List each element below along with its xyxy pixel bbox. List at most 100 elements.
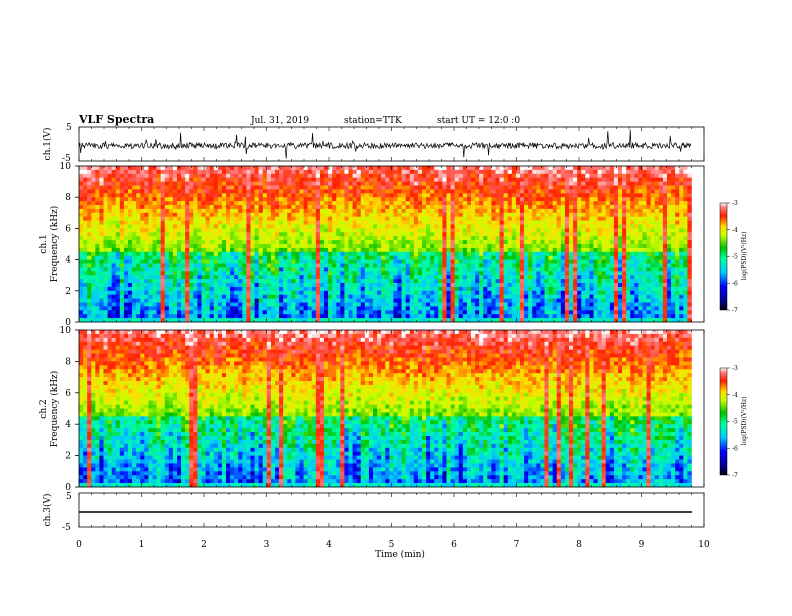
spectrogram-cell [258, 255, 264, 260]
spectrogram-cell [156, 173, 161, 178]
spectrogram-cell [364, 302, 370, 307]
spectrogram-cell [205, 255, 210, 260]
spectrogram-cell [156, 263, 161, 268]
spectrogram-cell [254, 314, 259, 319]
spectrogram-cell [193, 197, 198, 202]
spectrogram-cell [373, 228, 378, 233]
spectrogram-cell [417, 294, 423, 299]
spectrogram-cell [283, 166, 288, 171]
spectrogram-cell [507, 306, 513, 311]
spectrogram-cell [548, 275, 553, 280]
spectrogram-cell [197, 212, 202, 217]
spectrogram-cell [79, 169, 84, 175]
spectrogram-cell [119, 294, 125, 299]
spectrogram-cell [103, 193, 108, 198]
spectrogram-cell [585, 166, 590, 171]
spectrogram-cell [107, 212, 112, 217]
spectrogram-cell [466, 310, 472, 315]
spectrogram-cell [348, 275, 353, 280]
spectrogram-cell [340, 259, 345, 264]
spectrogram-cell [230, 197, 235, 202]
spectrogram-cell [491, 263, 496, 268]
spectrogram-cell [409, 298, 415, 303]
spectrogram-cell [254, 166, 259, 171]
spectrogram-cell [344, 236, 349, 241]
spectrogram-cell [103, 302, 108, 307]
spectrogram-cell [434, 166, 439, 171]
spectrogram-cell [128, 185, 133, 190]
spectrogram-cell [266, 271, 272, 276]
spectrogram-cell [185, 255, 190, 260]
spectrogram-cell [258, 298, 264, 303]
spectrogram-cell [303, 193, 308, 198]
spectrogram-cell [393, 189, 398, 194]
spectrogram-cell [520, 185, 525, 190]
spectrogram-cell [438, 177, 443, 182]
spectrogram-cell [511, 286, 517, 292]
spectrogram-cell [540, 306, 545, 311]
spectrogram-cell [295, 240, 300, 245]
spectrogram-cell [307, 232, 313, 237]
spectrogram-cell [197, 279, 202, 284]
spectrogram-cell [254, 224, 259, 229]
spectrogram-cell [548, 201, 553, 206]
spectrogram-cell [275, 302, 280, 307]
spectrogram-cell [99, 298, 104, 303]
spectrogram-cell [156, 255, 161, 260]
spectrogram-cell [475, 205, 480, 210]
spectrogram-cell [430, 251, 435, 256]
spectrogram-cell [385, 244, 390, 249]
spectrogram-cell [91, 286, 96, 292]
spectrogram-cell [409, 177, 415, 182]
spectrogram-cell [283, 173, 288, 178]
spectrogram-cell [487, 267, 492, 272]
spectrogram-cell [385, 220, 390, 225]
spectrogram-cell [270, 173, 276, 178]
spectrogram-cell [205, 205, 210, 210]
spectrogram-cell [128, 279, 133, 284]
spectrogram-cell [385, 298, 390, 303]
spectrogram-cell [262, 169, 268, 175]
spectrogram-cell [95, 240, 100, 245]
spectrogram-cell [536, 244, 541, 249]
spectrogram-cell [328, 259, 333, 264]
spectrogram-cell [287, 263, 292, 268]
spectrogram-cell [307, 193, 313, 198]
spectrogram-cell [495, 267, 500, 272]
spectrogram-cell [136, 177, 141, 182]
spectrogram-cell [368, 290, 374, 295]
spectrogram-cell [413, 224, 419, 229]
spectrogram-cell [303, 263, 308, 268]
spectrogram-cell [405, 259, 411, 264]
spectrogram-cell [328, 294, 333, 299]
spectrogram-cell [564, 283, 570, 288]
spectrogram-cell [234, 212, 239, 217]
spectrogram-cell [103, 294, 108, 299]
spectrogram-cell [381, 236, 386, 241]
spectrogram-cell [189, 181, 194, 186]
spectrogram-cell [446, 201, 451, 206]
spectrogram-cell [360, 205, 366, 210]
spectrogram-cell [373, 185, 378, 190]
spectrogram-cell [205, 279, 210, 284]
spectrogram-cell [458, 283, 464, 288]
spectrogram-cell [115, 271, 121, 276]
spectrogram-cell [422, 298, 427, 303]
spectrogram-cell [540, 181, 545, 186]
spectrogram-cell [226, 228, 231, 233]
spectrogram-cell [364, 181, 370, 186]
spectrogram-cell [422, 185, 427, 190]
spectrogram-cell [430, 255, 435, 260]
spectrogram-cell [348, 283, 353, 288]
spectrogram-cell [454, 173, 460, 178]
spectrogram-cell [217, 193, 223, 198]
spectrogram-cell [291, 240, 296, 245]
spectrogram-cell [462, 173, 468, 178]
spectrogram-cell [91, 247, 96, 253]
spectrogram-cell [152, 306, 157, 311]
spectrogram-cell [389, 283, 394, 288]
spectrogram-cell [336, 228, 341, 233]
spectrogram-cell [172, 216, 178, 221]
spectrogram-cell [83, 212, 88, 217]
spectrogram-cell [246, 193, 251, 198]
